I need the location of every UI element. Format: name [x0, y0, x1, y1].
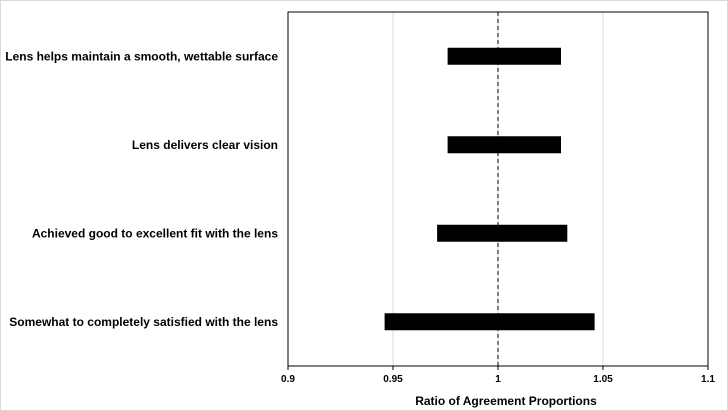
x-tick-label-1: 0.95 — [383, 374, 403, 385]
x-tick-label-4: 1.1 — [701, 374, 715, 385]
plot-area: 0.9 0.95 1 1.05 1.1 Lens helps maintain a smo… — [5, 11, 715, 385]
interval-bar-1 — [447, 47, 561, 65]
interval-bar-3 — [437, 224, 568, 242]
category-label-2: Lens delivers clear vision — [132, 138, 278, 152]
category-label-4: Somewhat to completely satisfied with th… — [9, 315, 278, 329]
x-tick-label-0: 0.9 — [281, 374, 295, 385]
x-tick-label-2: 1 — [495, 374, 501, 385]
interval-bar-4 — [384, 313, 595, 331]
category-label-3: Achieved good to excellent fit with the … — [32, 226, 278, 240]
x-tick-label-3: 1.05 — [593, 374, 613, 385]
x-axis-title: Ratio of Agreement Proportions — [415, 394, 597, 408]
interval-bar-2 — [447, 136, 561, 154]
category-label-1: Lens helps maintain a smooth, wettable s… — [5, 49, 278, 63]
